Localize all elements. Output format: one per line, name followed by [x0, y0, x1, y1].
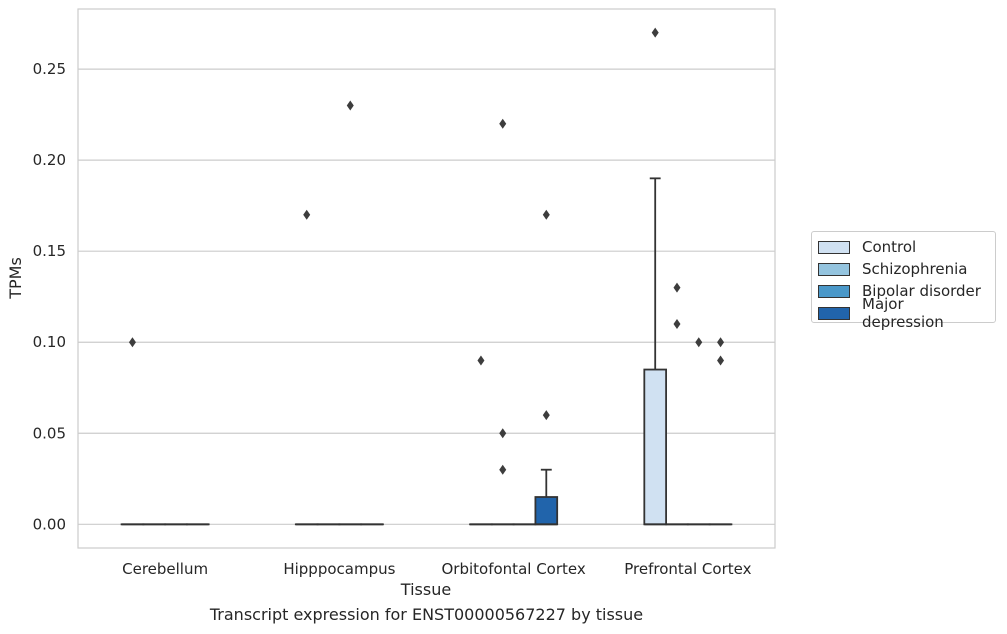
outlier-point — [346, 100, 354, 111]
outlier-point — [695, 337, 703, 348]
outlier-point — [673, 282, 681, 293]
outlier-point — [542, 410, 550, 421]
x-tick-label: Hipppocampus — [283, 560, 395, 578]
legend-item: Major depression — [818, 295, 989, 331]
y-tick-label: 0.00 — [33, 515, 66, 533]
y-axis-label: TPMs — [6, 257, 25, 300]
legend-label: Bipolar disorder — [862, 282, 981, 300]
legend-label: Major depression — [862, 295, 944, 331]
y-tick-label: 0.25 — [33, 60, 66, 78]
boxes — [120, 27, 733, 526]
box — [534, 496, 559, 526]
figure-caption: Transcript expression for ENST0000056722… — [209, 605, 644, 624]
outlier-point — [303, 209, 311, 220]
outlier-point — [499, 428, 507, 439]
y-tick-labels: 0.00 0.05 0.10 0.15 0.20 0.25 — [33, 60, 66, 533]
legend-label: Control — [862, 238, 917, 256]
legend-swatch — [818, 306, 850, 320]
legend-swatch — [818, 284, 850, 298]
outlier-point — [717, 355, 725, 366]
plot-frame — [77, 8, 776, 549]
x-axis-label: Tissue — [400, 580, 451, 599]
outlier-point — [717, 337, 725, 348]
y-tick-label: 0.10 — [33, 333, 66, 351]
legend-item: Control — [818, 236, 989, 258]
x-tick-label: Prefrontal Cortex — [624, 560, 751, 578]
legend-item: Schizophrenia — [818, 258, 989, 280]
outlier-point — [651, 27, 659, 38]
outlier-point — [128, 337, 136, 348]
outlier-point — [673, 319, 681, 330]
x-tick-labels: Cerebellum Hipppocampus Orbitofontal Corte… — [122, 560, 751, 578]
plot-area — [78, 9, 775, 548]
legend-swatch — [818, 240, 850, 254]
outlier-point — [542, 209, 550, 220]
legend-label: Schizophrenia — [862, 260, 968, 278]
legend: Control Schizophrenia Bipolar disorder M… — [811, 231, 996, 331]
y-tick-label: 0.05 — [33, 424, 66, 442]
outlier-point — [477, 355, 485, 366]
outlier-point — [499, 118, 507, 129]
y-tick-label: 0.15 — [33, 242, 66, 260]
legend-swatch — [818, 262, 850, 276]
x-tick-label: Orbitofontal Cortex — [442, 560, 586, 578]
legend-item: Bipolar disorder — [818, 280, 989, 302]
y-tick-label: 0.20 — [33, 151, 66, 169]
box — [643, 368, 667, 526]
outlier-point — [499, 464, 507, 475]
x-tick-label: Cerebellum — [122, 560, 208, 578]
